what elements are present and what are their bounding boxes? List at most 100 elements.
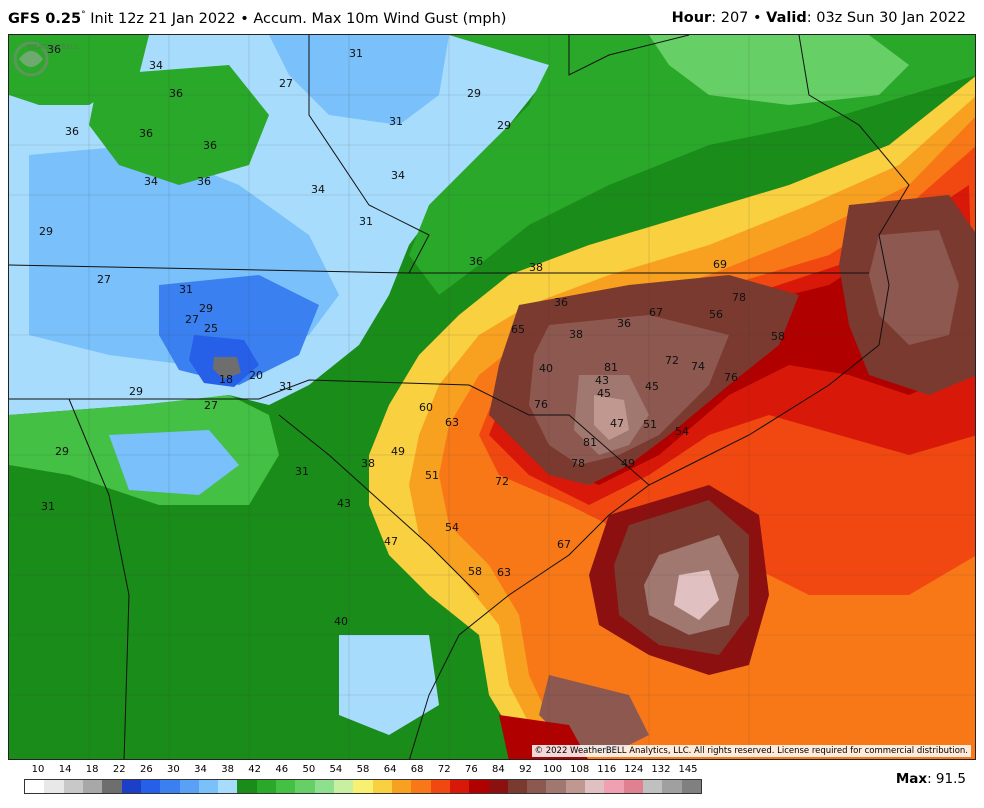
legend-tick-label: 46: [275, 764, 289, 775]
legend-tick-label: 22: [112, 764, 126, 775]
product-name: Accum. Max 10m Wind Gust (mph): [253, 10, 507, 27]
contour-label: 65: [511, 323, 525, 336]
legend-swatch: [334, 780, 354, 793]
color-legend: 10 14 18 22 26 30 34 38 42 46 50 54 58 64 68 72 76 84 92 10…: [24, 764, 702, 804]
contour-label: 51: [425, 469, 439, 482]
legend-tick-label: 72: [437, 764, 451, 775]
contour-label: 36: [47, 43, 61, 56]
contour-label: 54: [675, 425, 689, 438]
legend-swatch: [218, 780, 238, 793]
legend-tick-label: 108: [570, 764, 590, 775]
contour-label: 29: [497, 119, 511, 132]
contour-label: 63: [445, 416, 459, 429]
state-borders: [9, 35, 910, 759]
legend-swatch: [643, 780, 663, 793]
legend-swatch: [662, 780, 682, 793]
hour-value: : 207: [711, 10, 749, 26]
legend-tick-label: 38: [221, 764, 234, 775]
legend-tick-label: 92: [519, 764, 532, 775]
contour-label: 67: [649, 306, 663, 319]
contour-label: 29: [129, 385, 143, 398]
contour-label: 81: [604, 361, 618, 374]
contour-label: 36: [139, 127, 153, 140]
contour-label: 36: [65, 125, 79, 138]
legend-swatch: [198, 780, 219, 793]
legend-tick-label: 132: [651, 764, 671, 775]
legend-tick-label: 42: [248, 764, 262, 775]
contour-label: 49: [621, 457, 635, 470]
contour-label: 29: [199, 302, 213, 315]
contour-label: 78: [732, 291, 746, 304]
legend-swatch: [256, 780, 277, 793]
contour-label: 43: [337, 497, 351, 510]
legend-tick-label: 30: [167, 764, 180, 775]
legend-tick-label: 116: [597, 764, 617, 775]
legend-tick-label: 50: [302, 764, 316, 775]
legend-swatch: [353, 780, 373, 793]
contour-label: 20: [249, 369, 263, 382]
legend-swatch: [546, 780, 566, 793]
legend-swatch: [140, 780, 161, 793]
contour-label: 67: [557, 538, 571, 551]
init-time: Init 12z 21 Jan 2022: [90, 10, 236, 27]
contour-label: 56: [709, 308, 723, 321]
contour-label: 49: [391, 445, 405, 458]
legend-swatch: [25, 780, 45, 793]
contour-label: 36: [554, 296, 568, 309]
legend-swatch: [82, 780, 103, 793]
contour-label: 72: [495, 475, 509, 488]
contour-label: 60: [419, 401, 433, 414]
contour-label: 36: [617, 317, 631, 330]
contour-label: 31: [179, 283, 193, 296]
legend-swatch: [411, 780, 431, 793]
max-label: Max: [895, 771, 928, 787]
legend-tick-label: 145: [678, 764, 698, 775]
legend-swatch: [121, 780, 141, 793]
legend-tick-label: 84: [492, 764, 505, 775]
contour-label: 31: [359, 215, 373, 228]
legend-swatch: [276, 780, 296, 793]
contour-label: 34: [391, 169, 405, 182]
contour-label: 63: [497, 566, 511, 579]
contour-label: 40: [539, 362, 553, 375]
legend-tick-label: 18: [85, 764, 99, 775]
valid-label: Valid: [766, 10, 807, 26]
legend-swatch: [295, 780, 315, 793]
contour-label: 31: [349, 47, 363, 60]
contour-label: 47: [610, 417, 624, 430]
model-name: GFS 0.25: [8, 10, 82, 27]
legend-swatch: [469, 780, 489, 793]
legend-swatch: [63, 780, 83, 793]
legend-swatch: [527, 780, 547, 793]
contour-label: 34: [149, 59, 163, 72]
legend-swatch: [507, 780, 528, 793]
contour-label: 27: [279, 77, 293, 90]
legend-swatch: [430, 780, 450, 793]
contour-label: 36: [197, 175, 211, 188]
legend-tick-label: 76: [464, 764, 478, 775]
contour-label: 76: [534, 398, 548, 411]
map-header: GFS 0.25° Init 12z 21 Jan 2022 • Accum. …: [0, 0, 984, 34]
county-lines: [9, 35, 975, 759]
legend-swatch: [44, 780, 64, 793]
legend-swatch: [585, 780, 605, 793]
hour-label: Hour: [671, 10, 712, 26]
legend-swatch: [314, 780, 334, 793]
contour-label: 38: [569, 328, 583, 341]
legend-swatch: [681, 780, 701, 793]
contour-label: 78: [571, 457, 585, 470]
contour-label: 27: [204, 399, 218, 412]
max-value: : 91.5: [927, 771, 966, 787]
contour-label: 74: [691, 360, 705, 373]
contour-label: 38: [361, 457, 375, 470]
legend-tick-label: 14: [58, 764, 72, 775]
contour-label: 36: [203, 139, 217, 152]
wind-gust-map[interactable]: 36 34 36 36 36 36 36 34 29 27 31 29 29 31 27 29 31 27 25 18…: [8, 34, 976, 760]
legend-tick-label: 68: [410, 764, 424, 775]
contour-label: 76: [724, 371, 738, 384]
contour-label: 45: [597, 387, 611, 400]
max-value-readout: Max: 91.5: [896, 771, 966, 787]
legend-swatch: [565, 780, 586, 793]
valid-time-info: Hour: 207 • Valid: 03z Sun 30 Jan 2022: [672, 10, 966, 26]
